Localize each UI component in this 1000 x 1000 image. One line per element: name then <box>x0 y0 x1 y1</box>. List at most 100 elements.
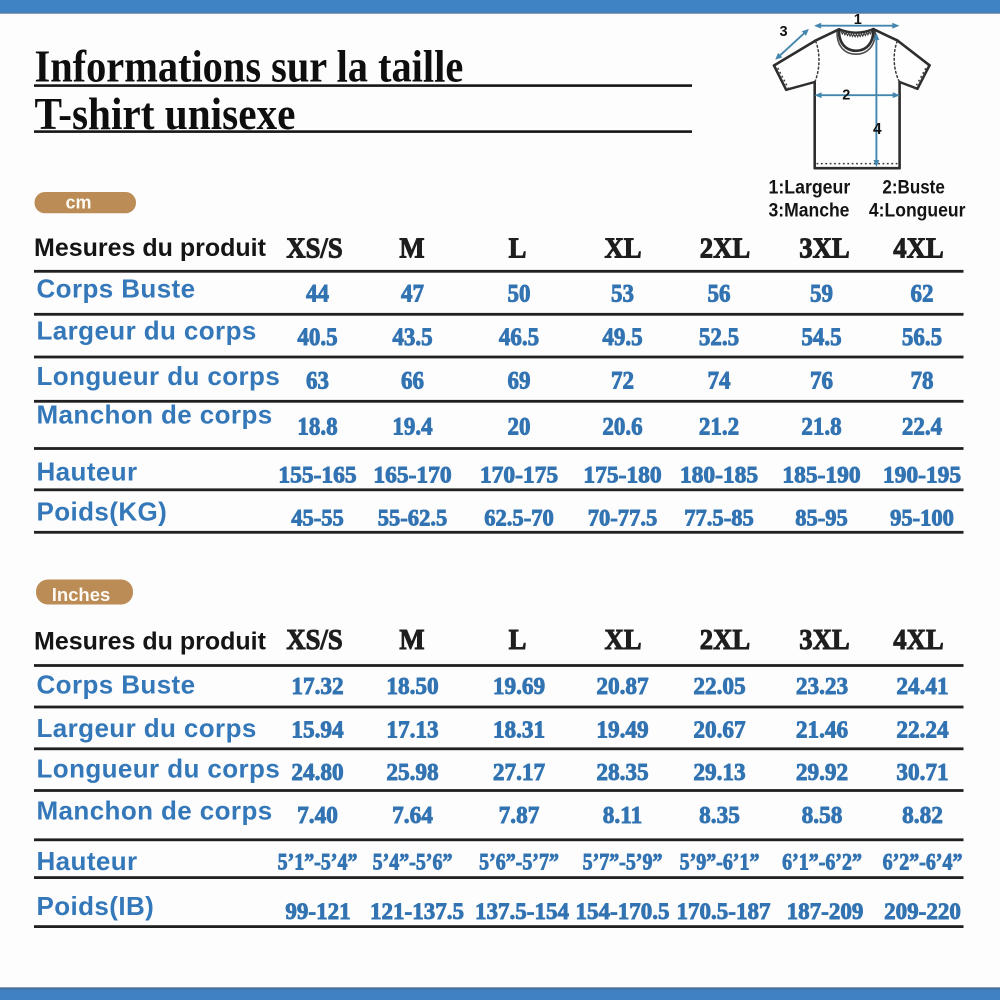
svg-text:Longueur du corps: Longueur du corps <box>37 361 281 391</box>
svg-text:21.2: 21.2 <box>699 414 739 441</box>
svg-text:3XL: 3XL <box>799 624 849 656</box>
svg-text:47: 47 <box>401 281 424 308</box>
svg-text:29.13: 29.13 <box>693 759 745 786</box>
svg-text:20: 20 <box>508 414 531 441</box>
svg-text:185-190: 185-190 <box>782 463 860 489</box>
svg-text:56.5: 56.5 <box>902 324 942 351</box>
svg-text:XS/S: XS/S <box>286 624 342 656</box>
svg-text:74: 74 <box>708 368 731 395</box>
svg-text:L: L <box>509 233 527 265</box>
svg-text:5’4”-5’6”: 5’4”-5’6” <box>373 849 453 875</box>
svg-text:cm: cm <box>65 193 91 213</box>
svg-text:21.46: 21.46 <box>796 717 848 744</box>
svg-text:25.98: 25.98 <box>386 759 438 786</box>
svg-text:Informations sur la taille: Informations sur la taille <box>35 41 464 92</box>
svg-text:29.92: 29.92 <box>796 759 848 786</box>
svg-text:6’1”-6’2”: 6’1”-6’2” <box>782 849 862 875</box>
svg-text:1:Largeur: 1:Largeur <box>769 176 851 198</box>
svg-text:8.58: 8.58 <box>802 802 843 829</box>
svg-text:3XL: 3XL <box>799 233 849 265</box>
svg-text:5’6”-5’7”: 5’6”-5’7” <box>479 849 559 875</box>
svg-text:5’7”-5’9”: 5’7”-5’9” <box>583 849 663 875</box>
svg-text:7.40: 7.40 <box>297 802 338 829</box>
svg-text:Hauteur: Hauteur <box>37 457 138 487</box>
svg-text:4: 4 <box>873 121 882 138</box>
svg-text:18.50: 18.50 <box>386 673 438 700</box>
svg-text:15.94: 15.94 <box>291 717 343 744</box>
svg-text:Corps Buste: Corps Buste <box>37 670 196 700</box>
svg-text:M: M <box>399 624 424 656</box>
svg-text:66: 66 <box>401 368 424 395</box>
svg-text:XS/S: XS/S <box>286 233 342 265</box>
svg-text:30.71: 30.71 <box>896 759 948 786</box>
svg-text:3: 3 <box>779 24 787 40</box>
svg-text:20.87: 20.87 <box>596 673 648 700</box>
svg-text:19.69: 19.69 <box>493 673 545 700</box>
svg-text:4XL: 4XL <box>893 624 943 656</box>
svg-text:2:Buste: 2:Buste <box>882 175 944 197</box>
svg-text:3:Manche: 3:Manche <box>769 199 850 221</box>
svg-text:23.23: 23.23 <box>796 673 848 700</box>
svg-text:Largeur du corps: Largeur du corps <box>37 316 257 346</box>
svg-text:Mesures du produit: Mesures du produit <box>34 628 267 656</box>
svg-text:46.5: 46.5 <box>499 324 539 351</box>
svg-text:Longueur du corps: Longueur du corps <box>37 754 281 784</box>
svg-text:4:Longueur: 4:Longueur <box>869 199 965 221</box>
svg-text:190-195: 190-195 <box>883 463 961 489</box>
svg-text:17.13: 17.13 <box>386 717 438 744</box>
svg-text:M: M <box>399 233 424 265</box>
svg-text:69: 69 <box>508 368 531 395</box>
svg-text:95-100: 95-100 <box>890 505 954 530</box>
svg-text:Manchon de corps: Manchon de corps <box>37 796 273 826</box>
svg-text:Inches: Inches <box>52 584 111 605</box>
svg-text:165-170: 165-170 <box>373 463 451 489</box>
svg-text:7.64: 7.64 <box>392 802 433 829</box>
svg-text:Hauteur: Hauteur <box>37 846 138 876</box>
svg-text:18.31: 18.31 <box>493 717 545 744</box>
svg-text:170.5-187: 170.5-187 <box>677 899 771 925</box>
svg-text:76: 76 <box>810 368 833 395</box>
svg-text:137.5-154: 137.5-154 <box>475 899 569 925</box>
svg-text:56: 56 <box>708 281 731 308</box>
svg-text:22.24: 22.24 <box>896 717 948 744</box>
svg-text:77.5-85: 77.5-85 <box>684 505 753 530</box>
svg-text:85-95: 85-95 <box>795 505 848 530</box>
svg-text:8.82: 8.82 <box>902 802 943 829</box>
svg-text:187-209: 187-209 <box>787 899 864 925</box>
svg-text:7.87: 7.87 <box>499 802 540 829</box>
svg-text:19.49: 19.49 <box>596 717 648 744</box>
svg-text:59: 59 <box>810 281 833 308</box>
svg-text:20.67: 20.67 <box>693 717 745 744</box>
svg-text:49.5: 49.5 <box>602 324 642 351</box>
svg-text:50: 50 <box>508 281 531 308</box>
svg-text:40.5: 40.5 <box>297 324 337 351</box>
svg-text:Manchon de corps: Manchon de corps <box>37 400 273 430</box>
svg-text:45-55: 45-55 <box>291 505 344 530</box>
svg-text:5’1”-5’4”: 5’1”-5’4” <box>278 849 358 875</box>
svg-text:53: 53 <box>611 281 634 308</box>
svg-text:XL: XL <box>604 624 641 656</box>
svg-text:2XL: 2XL <box>700 233 750 265</box>
svg-text:Poids(KG): Poids(KG) <box>37 497 168 527</box>
svg-text:Corps Buste: Corps Buste <box>37 274 196 304</box>
svg-text:43.5: 43.5 <box>392 324 432 351</box>
svg-text:44: 44 <box>306 281 329 308</box>
svg-text:121-137.5: 121-137.5 <box>370 899 464 925</box>
svg-text:18.8: 18.8 <box>297 414 337 441</box>
svg-text:52.5: 52.5 <box>699 324 739 351</box>
svg-text:5’9”-6’1”: 5’9”-6’1” <box>680 849 760 875</box>
svg-text:55-62.5: 55-62.5 <box>378 505 447 530</box>
svg-text:54.5: 54.5 <box>801 324 841 351</box>
svg-text:170-175: 170-175 <box>480 463 558 489</box>
svg-text:24.80: 24.80 <box>291 759 343 786</box>
svg-text:78: 78 <box>911 368 934 395</box>
svg-text:17.32: 17.32 <box>291 673 343 700</box>
svg-text:22.05: 22.05 <box>693 673 745 700</box>
svg-text:99-121: 99-121 <box>285 899 350 925</box>
svg-text:27.17: 27.17 <box>493 759 545 786</box>
svg-text:70-77.5: 70-77.5 <box>588 505 657 530</box>
svg-text:21.8: 21.8 <box>801 414 841 441</box>
svg-text:4XL: 4XL <box>893 233 943 265</box>
svg-text:1: 1 <box>854 12 862 28</box>
svg-text:2XL: 2XL <box>700 624 750 656</box>
